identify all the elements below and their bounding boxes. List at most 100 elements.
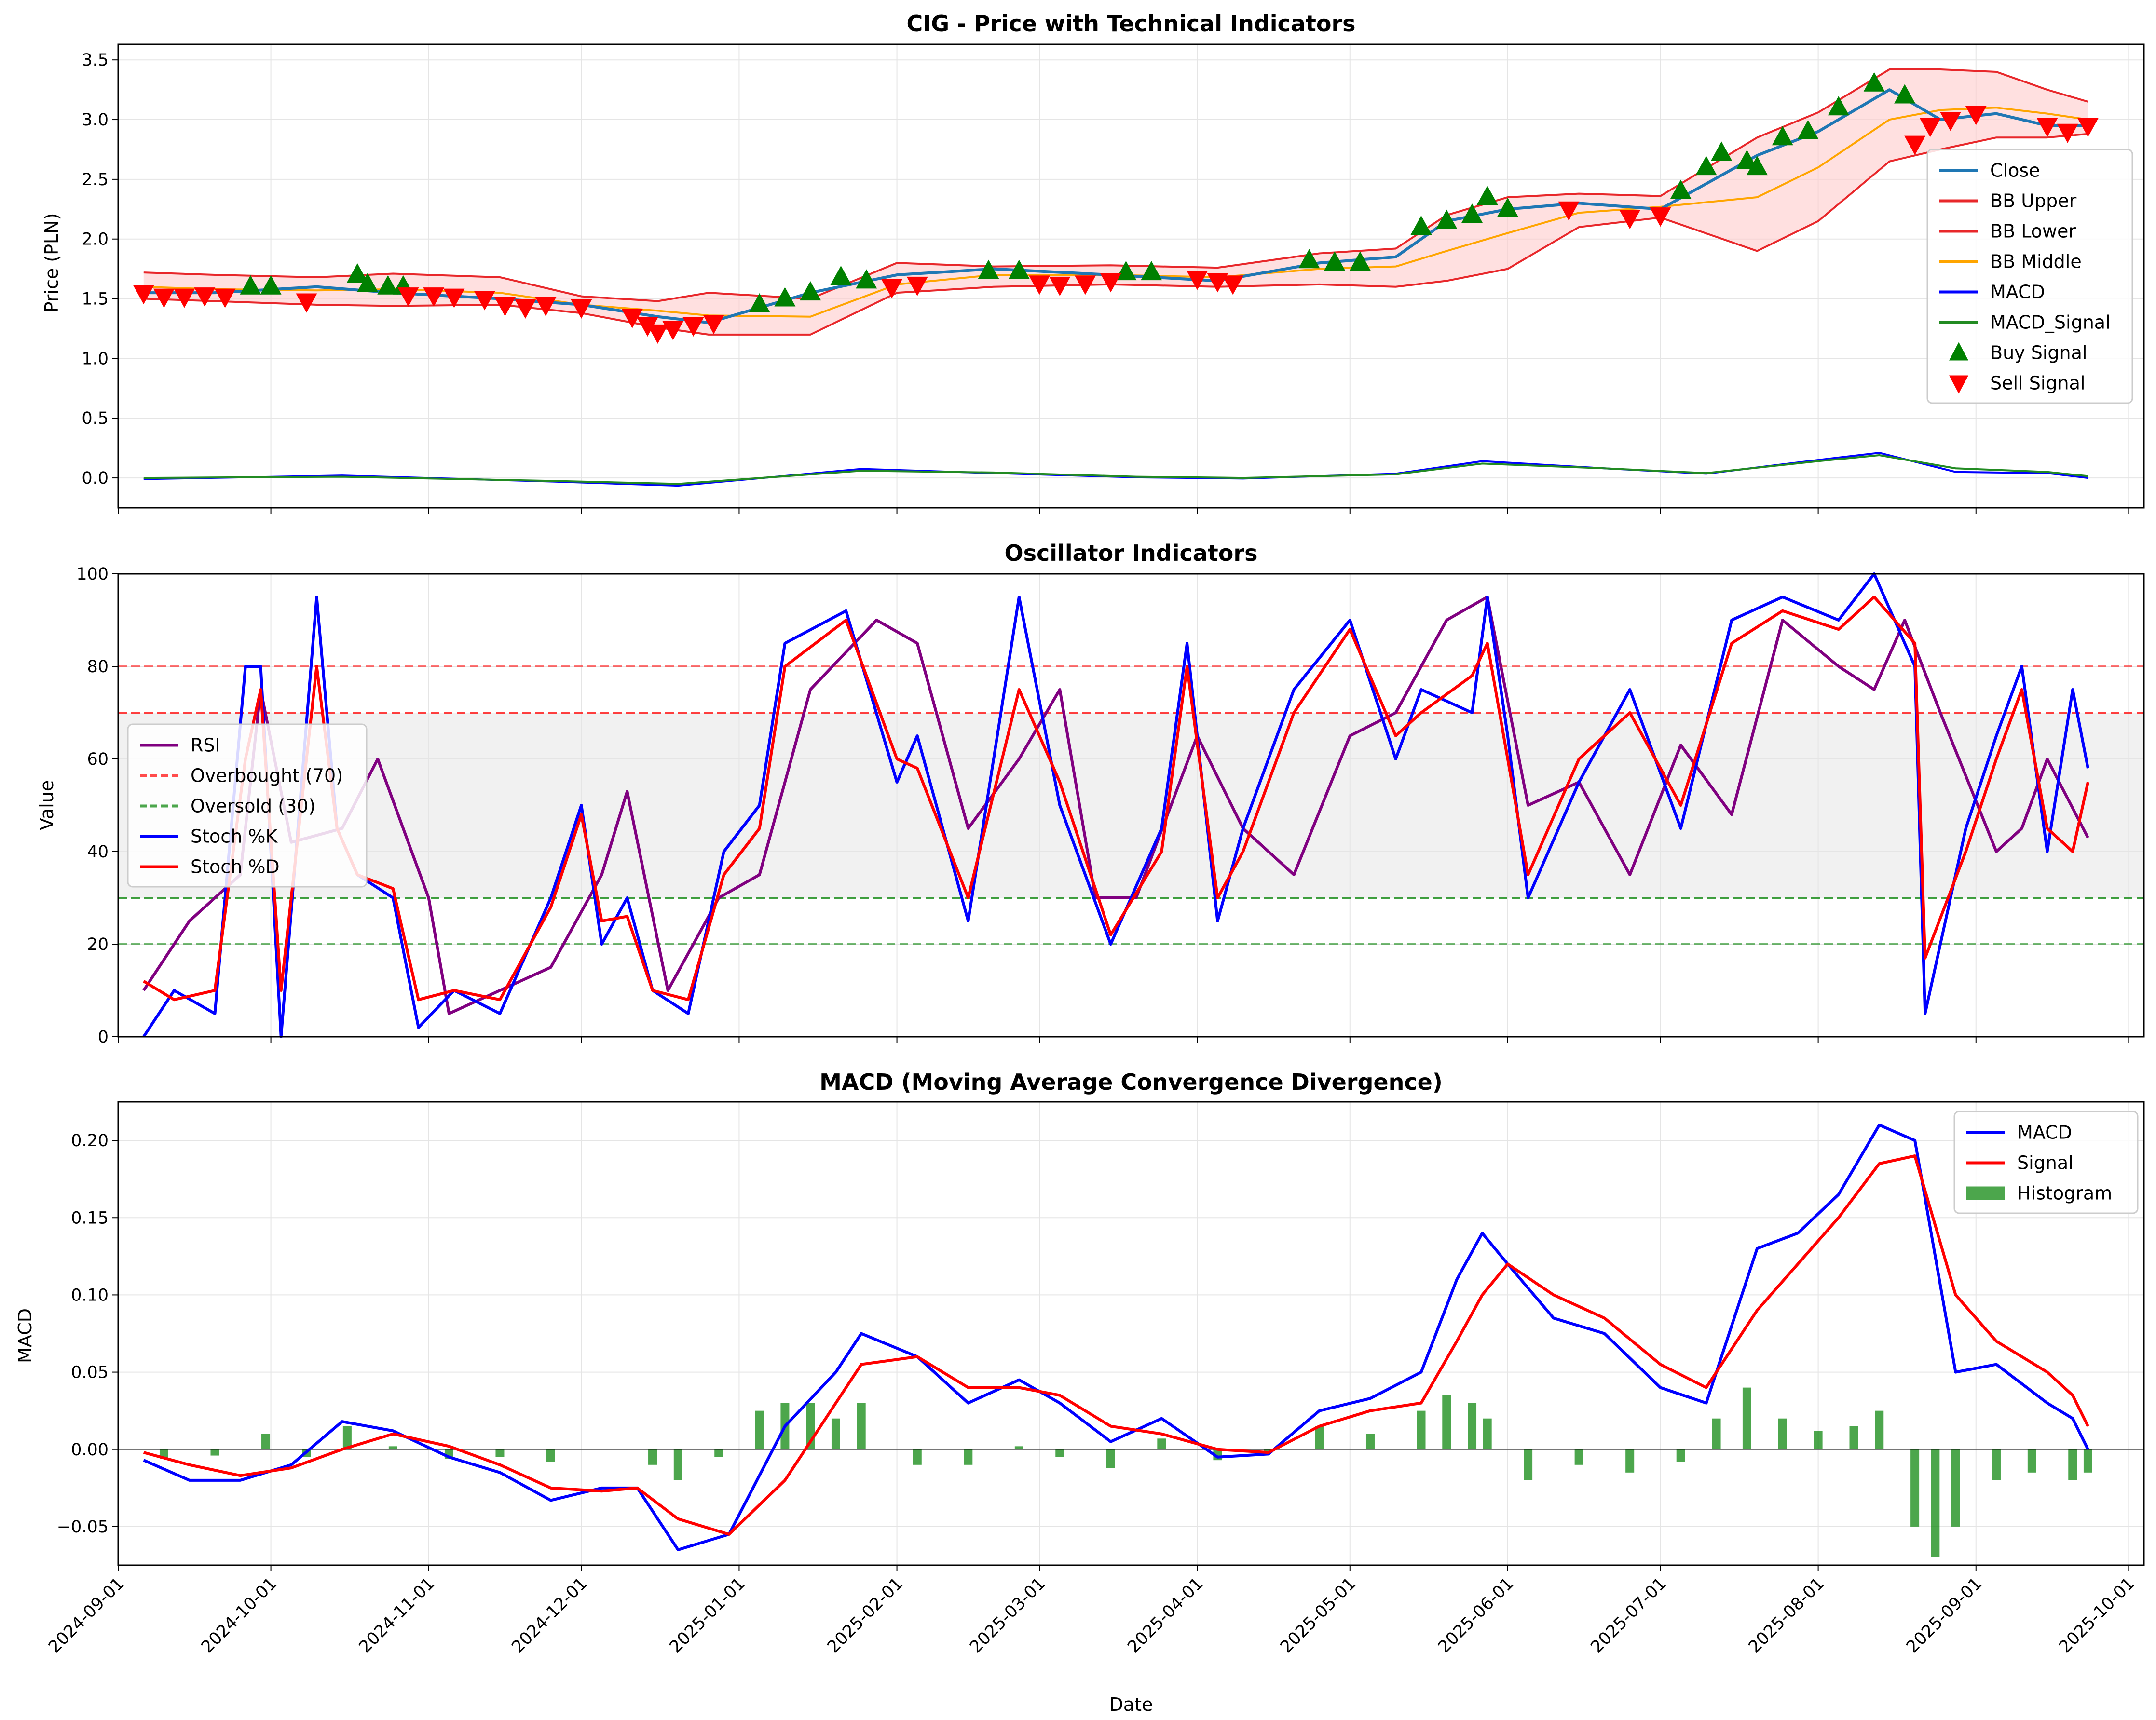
- histogram-bar: [1992, 1449, 2001, 1480]
- y-tick-label: 60: [87, 750, 109, 769]
- histogram-bar: [1849, 1426, 1858, 1449]
- bb-lower-line: [143, 133, 2088, 336]
- bb-upper-line: [143, 68, 2088, 302]
- sell-signal-marker: [1187, 271, 1208, 290]
- sell-signal-marker: [1207, 273, 1228, 293]
- legend-box: [127, 723, 368, 888]
- macd-panel-ylabel: MACD: [14, 1308, 36, 1363]
- sell-signal-marker: [1029, 275, 1051, 295]
- legend-swatch: [1949, 342, 1968, 361]
- histogram-bar: [1814, 1431, 1823, 1449]
- sell-signal-marker: [1075, 275, 1096, 295]
- legend-label: BB Upper: [1990, 190, 2077, 212]
- histogram-bar: [2027, 1449, 2036, 1473]
- oscillator-panel: Oscillator Indicators Value 0 20 40 60 80 100…: [36, 540, 2145, 1047]
- sell-signal-marker: [2057, 123, 2078, 143]
- y-tick-label: 0.20: [71, 1131, 109, 1151]
- buy-signal-marker: [1008, 259, 1030, 279]
- histogram-bar: [1483, 1418, 1492, 1449]
- sell-signal-marker: [214, 288, 236, 308]
- legend-swatch: [1966, 1186, 2005, 1200]
- histogram-bar: [913, 1449, 922, 1465]
- legend-box: [1926, 149, 2133, 404]
- legend-label: MACD_Signal: [1990, 312, 2111, 333]
- y-tick-label: 40: [87, 842, 109, 862]
- histogram-bar: [1712, 1418, 1721, 1449]
- histogram-bar: [1676, 1449, 1685, 1462]
- histogram-bar: [495, 1449, 505, 1457]
- legend-label: MACD: [2017, 1122, 2072, 1143]
- legend-label: Histogram: [2017, 1183, 2112, 1204]
- x-axis-label: Date: [1109, 1694, 1153, 1715]
- legend-label: Oversold (30): [191, 796, 315, 817]
- buy-signal-marker: [1736, 149, 1758, 169]
- histogram-bar: [2068, 1449, 2077, 1480]
- legend-label: Signal: [2017, 1152, 2074, 1174]
- y-tick-label: 0.05: [71, 1363, 109, 1382]
- sell-signal-marker: [535, 297, 557, 316]
- histogram-bar: [964, 1449, 973, 1465]
- axes-frame: [117, 1101, 2145, 1566]
- y-tick-label: 0.10: [71, 1286, 109, 1305]
- histogram-bar: [857, 1403, 866, 1449]
- sell-signal-marker: [621, 309, 643, 328]
- y-tick-label: −0.05: [57, 1517, 109, 1537]
- sell-signal-marker: [1558, 201, 1580, 221]
- sell-signal-marker: [682, 317, 704, 337]
- sell-signal-marker: [881, 279, 903, 298]
- buy-signal-marker: [1436, 209, 1458, 229]
- sell-signal-marker: [647, 324, 669, 344]
- sell-signal-marker: [1965, 106, 1987, 125]
- sell-signal-marker: [1904, 135, 1926, 155]
- sell-signal-marker: [1100, 273, 1121, 293]
- y-tick-label: 100: [76, 565, 109, 584]
- buy-signal-marker: [1797, 120, 1819, 139]
- buy-signal-marker: [1772, 126, 1793, 146]
- histogram-bar: [1574, 1449, 1583, 1465]
- histogram-bar: [1524, 1449, 1533, 1480]
- sell-signal-marker: [1939, 112, 1961, 132]
- sell-signal-marker: [494, 297, 516, 316]
- sell-signal-marker: [474, 291, 495, 311]
- y-tick-label: 0.0: [82, 469, 109, 488]
- price-panel-title: CIG - Price with Technical Indicators: [906, 11, 1355, 37]
- histogram-bar: [1778, 1418, 1787, 1449]
- axes-frame: [117, 573, 2145, 1038]
- histogram-bar: [1106, 1449, 1115, 1468]
- legend-label: BB Lower: [1990, 221, 2076, 242]
- buy-signal-marker: [830, 265, 852, 285]
- buy-signal-marker: [1828, 96, 1849, 116]
- sell-signal-marker: [397, 287, 419, 307]
- buy-signal-marker: [749, 293, 770, 312]
- buy-signal-marker: [1711, 141, 1733, 161]
- legend-label: MACD: [1990, 282, 2045, 303]
- neutral-zone-band: [118, 713, 2144, 898]
- y-tick-label: 80: [87, 657, 109, 677]
- price-plot-area: 0.0 0.5 1.0 1.5 2.0 2.5 3.0 3.5 Close BB Upper BB …: [82, 43, 2145, 514]
- histogram-bar: [210, 1449, 219, 1456]
- sell-signal-marker: [1619, 210, 1641, 230]
- histogram-bar: [546, 1449, 555, 1462]
- sell-signal-marker: [153, 288, 175, 308]
- y-tick-label: 3.5: [82, 51, 109, 70]
- buy-signal-marker: [1298, 249, 1320, 269]
- stoch-k-line: [142, 572, 2089, 1038]
- sell-signal-marker: [906, 276, 928, 296]
- buy-signal-marker: [1863, 72, 1885, 92]
- sell-signal-marker: [2077, 118, 2099, 137]
- buy-signal-marker: [346, 263, 368, 283]
- legend-label: Close: [1990, 160, 2040, 181]
- sell-signal-marker: [571, 299, 592, 319]
- buy-signal-marker: [357, 272, 379, 292]
- sell-signal-marker: [1650, 207, 1671, 227]
- histogram-bar: [1910, 1449, 1920, 1527]
- sell-signal-marker: [662, 321, 684, 340]
- histogram-bar: [1157, 1438, 1166, 1449]
- sell-signal-marker: [515, 299, 536, 319]
- y-tick-label: 1.0: [82, 349, 109, 368]
- sell-signal-marker: [423, 287, 445, 307]
- legend-label: Sell Signal: [1990, 373, 2085, 394]
- legend-label: Stoch %D: [191, 856, 280, 878]
- y-tick-label: 0.15: [71, 1208, 109, 1228]
